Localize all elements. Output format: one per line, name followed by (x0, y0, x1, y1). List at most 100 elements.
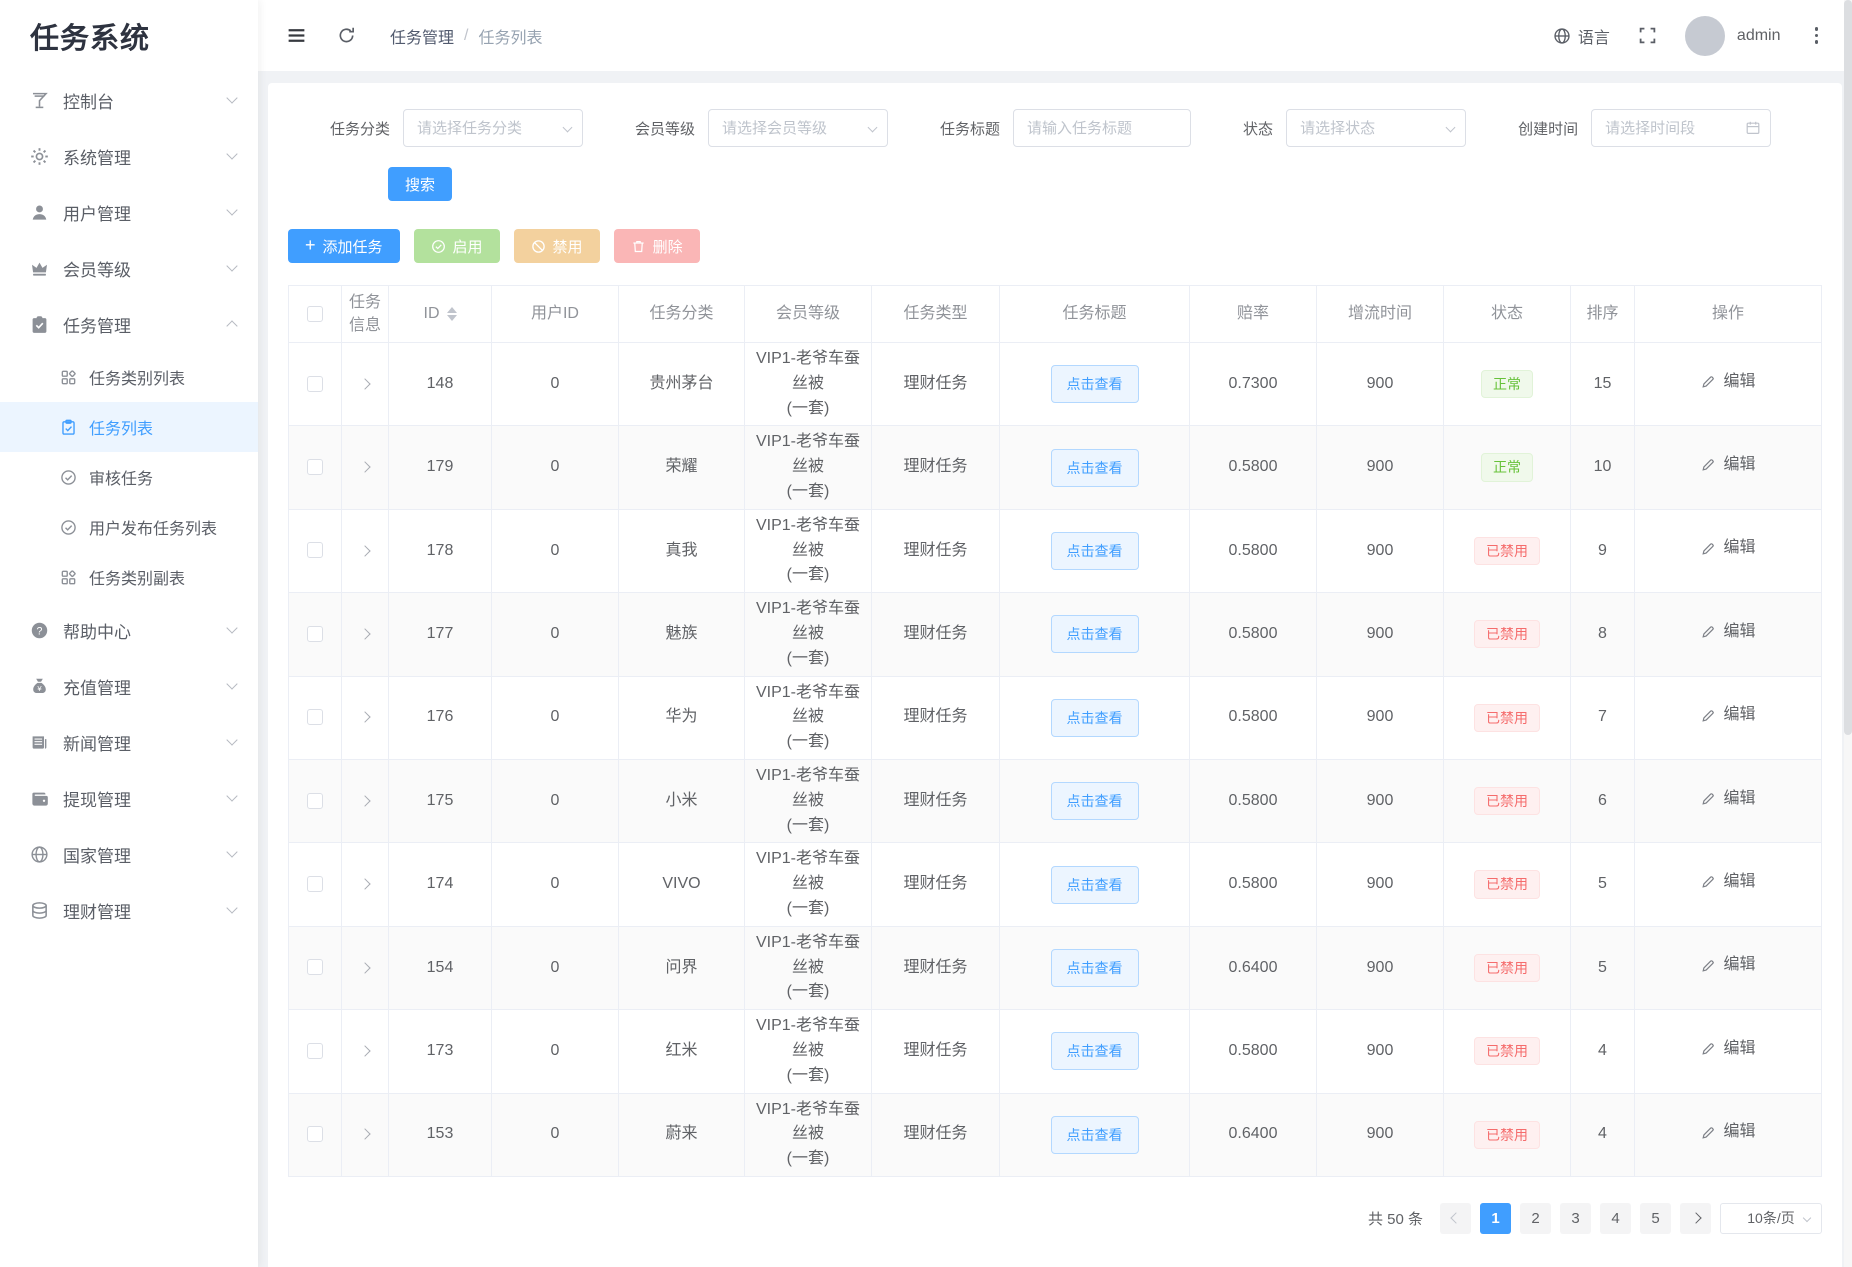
row-checkbox[interactable] (307, 1042, 323, 1059)
language-switcher[interactable]: 语言 (1553, 24, 1610, 48)
select-all-checkbox[interactable] (307, 306, 323, 323)
status-badge: 已禁用 (1474, 1120, 1540, 1149)
search-button[interactable]: 搜索 (388, 167, 453, 201)
sidebar-item-withdrawal[interactable]: 提现管理 (0, 770, 258, 826)
edit-button[interactable]: 编辑 (1700, 870, 1756, 895)
chevron-down-icon (226, 790, 238, 802)
sidebar-item-task-management[interactable]: 任务管理 (0, 296, 258, 352)
sort-icon[interactable] (446, 307, 457, 322)
page-button-3[interactable]: 3 (1560, 1202, 1591, 1234)
circle-check-icon (60, 469, 77, 486)
task-title-input[interactable] (1013, 109, 1192, 147)
row-expand-icon[interactable] (359, 461, 371, 473)
view-task-button[interactable]: 点击查看 (1050, 1032, 1139, 1071)
row-checkbox[interactable] (307, 542, 323, 559)
created-time-input[interactable] (1591, 109, 1772, 147)
row-checkbox[interactable] (307, 625, 323, 642)
status-select[interactable] (1286, 109, 1467, 147)
row-expand-icon[interactable] (359, 961, 371, 974)
sidebar-item-label: 审核任务 (89, 471, 154, 488)
page-button-4[interactable]: 4 (1600, 1202, 1631, 1234)
window-scrollbar[interactable] (1844, 0, 1852, 1267)
delete-button[interactable]: 删除 (613, 229, 700, 263)
cell-task-type: 理财任务 (871, 508, 1000, 594)
sidebar-item-task-category-subtable[interactable]: 任务类别副表 (0, 552, 258, 602)
edit-button[interactable]: 编辑 (1700, 1120, 1756, 1145)
view-task-button[interactable]: 点击查看 (1050, 948, 1139, 987)
cell-category: VIVO (618, 842, 745, 927)
view-task-button[interactable]: 点击查看 (1050, 615, 1139, 654)
view-task-button[interactable]: 点击查看 (1050, 865, 1139, 904)
view-task-button[interactable]: 点击查看 (1050, 448, 1139, 487)
row-expand-icon[interactable] (359, 711, 371, 724)
refresh-button[interactable] (337, 26, 356, 45)
row-expand-icon[interactable] (359, 544, 371, 557)
row-checkbox[interactable] (307, 959, 323, 976)
edit-button[interactable]: 编辑 (1700, 1037, 1756, 1062)
edit-button[interactable]: 编辑 (1700, 453, 1756, 478)
edit-button[interactable]: 编辑 (1700, 620, 1756, 645)
cell-odds: 0.5800 (1189, 758, 1317, 844)
breadcrumb-task-management[interactable]: 任务管理 (390, 29, 455, 47)
disable-button[interactable]: 禁用 (513, 229, 600, 263)
sidebar-item-task-category-list[interactable]: 任务类别列表 (0, 352, 258, 402)
edit-button[interactable]: 编辑 (1700, 787, 1756, 812)
view-task-button[interactable]: 点击查看 (1050, 365, 1139, 404)
edit-button[interactable]: 编辑 (1700, 370, 1756, 395)
edit-button[interactable]: 编辑 (1700, 703, 1756, 728)
row-expand-icon[interactable] (359, 628, 371, 640)
row-checkbox[interactable] (307, 375, 323, 392)
enable-button[interactable]: 启用 (413, 229, 500, 263)
avatar[interactable] (1684, 15, 1725, 56)
row-checkbox[interactable] (307, 1126, 323, 1143)
page-size-select[interactable]: 10条/页 (1720, 1202, 1822, 1234)
row-checkbox[interactable] (307, 709, 323, 726)
fullscreen-button[interactable] (1638, 26, 1657, 45)
view-task-button[interactable]: 点击查看 (1050, 782, 1139, 821)
page-button-1[interactable]: 1 (1480, 1202, 1511, 1234)
user-menu[interactable]: admin (1684, 15, 1781, 56)
sidebar-item-help-center[interactable]: 帮助中心 (0, 602, 258, 658)
row-expand-icon[interactable] (359, 1045, 371, 1057)
edit-button[interactable]: 编辑 (1700, 536, 1756, 561)
status-badge: 已禁用 (1474, 536, 1540, 566)
view-task-button[interactable]: 点击查看 (1050, 531, 1139, 570)
sidebar-item-task-list[interactable]: 任务列表 (0, 402, 258, 452)
page-button-5[interactable]: 5 (1640, 1202, 1671, 1234)
row-checkbox[interactable] (307, 458, 323, 475)
next-page-button[interactable] (1680, 1202, 1711, 1234)
sidebar-item-users[interactable]: 用户管理 (0, 184, 258, 240)
sidebar-item-member-level[interactable]: 会员等级 (0, 240, 258, 296)
collapse-menu-button[interactable] (286, 25, 307, 46)
member-level-select[interactable] (708, 109, 889, 147)
sidebar-item-user-published-tasks[interactable]: 用户发布任务列表 (0, 502, 258, 552)
sidebar-item-review-tasks[interactable]: 审核任务 (0, 452, 258, 502)
prev-page-button[interactable] (1440, 1202, 1471, 1234)
header-id: ID (388, 285, 492, 343)
crown-icon (30, 259, 49, 278)
cell-category: 贵州茅台 (618, 341, 745, 427)
cell-task-info (341, 925, 389, 1011)
task-category-select[interactable] (403, 109, 584, 147)
row-expand-icon[interactable] (359, 878, 371, 890)
row-expand-icon[interactable] (359, 795, 371, 807)
sidebar-item-finance[interactable]: 理财管理 (0, 882, 258, 938)
sidebar-item-news[interactable]: 新闻管理 (0, 714, 258, 770)
row-checkbox[interactable] (307, 875, 323, 892)
sidebar-item-console[interactable]: 控制台 (0, 72, 258, 128)
edit-button[interactable]: 编辑 (1700, 953, 1756, 978)
sidebar-item-recharge[interactable]: 充值管理 (0, 658, 258, 714)
view-task-button[interactable]: 点击查看 (1050, 1115, 1139, 1154)
row-checkbox[interactable] (307, 792, 323, 809)
cell-select (288, 425, 342, 510)
cell-odds: 0.5800 (1189, 425, 1317, 510)
row-expand-icon[interactable] (359, 378, 371, 390)
scrollbar-thumb[interactable] (1844, 0, 1852, 735)
kebab-menu-button[interactable] (1809, 23, 1825, 48)
sidebar-item-country[interactable]: 国家管理 (0, 826, 258, 882)
view-task-button[interactable]: 点击查看 (1050, 698, 1139, 737)
page-button-2[interactable]: 2 (1520, 1202, 1551, 1234)
sidebar-item-system[interactable]: 系统管理 (0, 128, 258, 184)
add-task-button[interactable]: + 添加任务 (288, 229, 400, 263)
row-expand-icon[interactable] (359, 1128, 371, 1140)
